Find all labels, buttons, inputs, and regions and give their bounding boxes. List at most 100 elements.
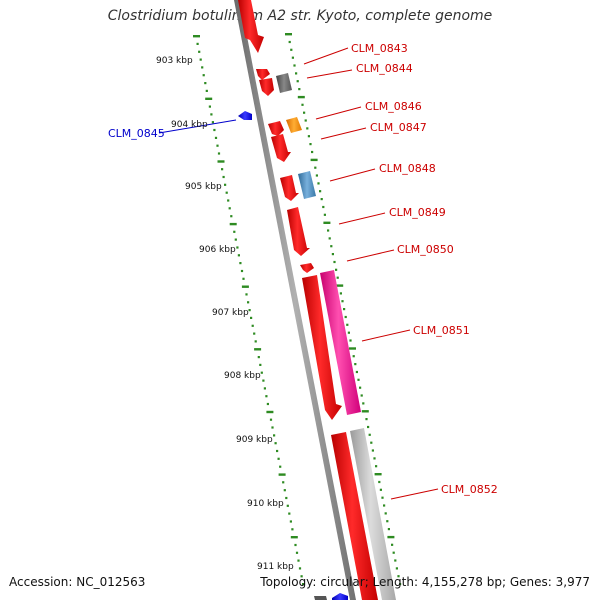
ruler-minor-tick: [360, 394, 363, 397]
ruler-minor-tick: [271, 426, 274, 429]
gene-arrow-CLM_0846[interactable]: [268, 121, 284, 136]
ruler-minor-tick: [196, 42, 199, 45]
ruler-major-tick: [336, 284, 344, 287]
ruler-minor-tick: [392, 551, 395, 554]
genes-label: Genes:: [509, 575, 552, 589]
ruler-minor-tick: [395, 567, 398, 570]
ruler-minor-tick: [222, 175, 225, 179]
ruler-minor-tick: [314, 166, 317, 169]
ruler-minor-tick: [247, 301, 250, 304]
ruler-major-tick: [278, 473, 286, 476]
ruler-minor-tick: [230, 215, 233, 218]
gene-label-CLM_0847[interactable]: CLM_0847: [370, 121, 427, 134]
ruler-minor-tick: [286, 504, 289, 507]
tick-label-911: 911 kbp: [257, 562, 294, 572]
ruler-minor-tick: [260, 371, 263, 374]
ruler-minor-tick: [202, 74, 205, 77]
gene-label-CLM_0852[interactable]: CLM_0852: [441, 483, 498, 496]
gene-label-CLM_0846[interactable]: CLM_0846: [365, 100, 422, 113]
genome-title: Clostridium botulinum A2 str. Kyoto, com…: [107, 8, 493, 24]
ruler-minor-tick: [213, 128, 216, 132]
gene-arrow-CLM_0845[interactable]: [238, 111, 252, 120]
ruler-minor-tick: [341, 300, 344, 303]
gene-box-CLM_0851-pink[interactable]: [320, 270, 361, 415]
ruler-minor-tick: [370, 441, 373, 444]
ruler-major-tick: [229, 222, 237, 226]
ruler-minor-tick: [205, 89, 208, 92]
ruler-minor-tick: [371, 449, 374, 452]
ruler-minor-tick: [343, 308, 346, 311]
kbp-ruler: [193, 35, 305, 586]
ruler-minor-tick: [304, 119, 307, 122]
gene-label-CLM_0844[interactable]: CLM_0844: [356, 62, 413, 75]
label-leaders: [158, 47, 439, 500]
gene-arrow-CLM_0843[interactable]: [256, 69, 270, 80]
ruler-minor-tick: [257, 356, 260, 359]
ruler-major-tick: [205, 97, 213, 100]
gene-arrow-CLM_0849[interactable]: [287, 207, 310, 256]
ruler-minor-tick: [378, 480, 381, 484]
ruler-minor-tick: [210, 113, 213, 116]
ruler-minor-tick: [217, 152, 221, 155]
ruler-minor-tick: [265, 395, 268, 398]
ruler-minor-tick: [224, 183, 227, 186]
ruler-minor-tick: [359, 386, 362, 389]
accession-label: Accession:: [9, 575, 73, 589]
tick-label-904: 904 kbp: [171, 120, 208, 130]
ruler-minor-tick: [201, 66, 204, 69]
ruler-minor-tick: [311, 150, 314, 154]
ruler-minor-tick: [368, 433, 371, 436]
gene-arrow-CLM_0848[interactable]: [280, 175, 299, 201]
ruler-minor-tick: [317, 182, 320, 185]
gene-arrow-CLM_0844[interactable]: [259, 78, 274, 96]
ruler-minor-tick: [379, 488, 382, 491]
ruler-minor-tick: [294, 543, 297, 547]
ruler-minor-tick: [254, 340, 257, 343]
gene-label-CLM_0850[interactable]: CLM_0850: [397, 243, 454, 256]
gene-label-CLM_0851[interactable]: CLM_0851: [413, 324, 470, 337]
ruler-minor-tick: [300, 575, 303, 578]
ruler-minor-tick: [199, 58, 202, 61]
gene-box-CLM_0846-orange[interactable]: [286, 117, 302, 133]
gene-box-CLM_0852-gray[interactable]: [350, 428, 396, 600]
ruler-minor-tick: [328, 237, 331, 240]
ruler-minor-tick: [262, 379, 265, 382]
gene-arrow-CLM_0847[interactable]: [271, 134, 291, 162]
ruler-minor-tick: [283, 489, 286, 492]
tick-label-906: 906 kbp: [199, 245, 236, 255]
ruler-minor-tick: [394, 559, 397, 562]
ruler-minor-tick: [322, 205, 325, 209]
gene-label-CLM_0849[interactable]: CLM_0849: [389, 206, 446, 219]
ruler-minor-tick: [248, 309, 251, 312]
tick-label-910: 910 kbp: [247, 499, 284, 509]
ruler-minor-tick: [365, 418, 368, 421]
ruler-minor-tick: [339, 292, 342, 295]
ruler-minor-tick: [336, 276, 339, 279]
gene-arrow-CLM_0852[interactable]: [331, 432, 378, 600]
gene-label-CLM_0848[interactable]: CLM_0848: [379, 162, 436, 175]
gene-label-CLM_0845[interactable]: CLM_0845: [108, 127, 165, 140]
kbp-tick-labels: 903 kbp 904 kbp 905 kbp 906 kbp 907 kbp …: [156, 56, 294, 572]
gene-label-CLM_0843[interactable]: CLM_0843: [351, 42, 408, 55]
gene-track: [238, 0, 396, 600]
gene-arrow-bottom-blue[interactable]: [332, 593, 348, 600]
tick-label-909: 909 kbp: [236, 435, 273, 445]
ruler-minor-tick: [320, 198, 323, 201]
ruler-minor-tick: [208, 105, 211, 108]
gene-box-CLM_0844-gray[interactable]: [276, 73, 292, 93]
gene-box-CLM_0848-blue[interactable]: [298, 171, 316, 199]
ruler-minor-tick: [282, 481, 285, 484]
ruler-major-tick: [361, 410, 369, 413]
accession-info: Accession: NC_012563: [9, 575, 145, 589]
ruler-minor-tick: [251, 324, 254, 327]
gene-arrow-CLM_0851[interactable]: [302, 275, 342, 420]
accession-value: NC_012563: [76, 575, 146, 589]
ruler-minor-tick: [331, 253, 334, 256]
ruler-minor-tick: [335, 268, 338, 271]
ruler-minor-tick: [319, 190, 322, 193]
gene-labels: CLM_0843 CLM_0844 CLM_0845 CLM_0846 CLM_…: [108, 42, 498, 496]
gene-arrow-top[interactable]: [238, 0, 264, 53]
gene-arrow-CLM_0850[interactable]: [300, 263, 314, 273]
ruler-minor-tick: [384, 512, 387, 515]
